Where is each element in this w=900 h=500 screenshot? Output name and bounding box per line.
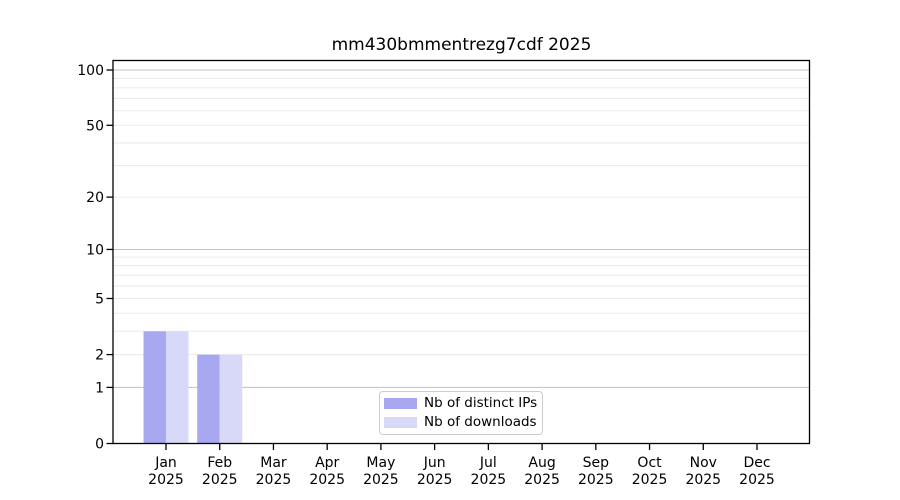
x-tick-label-year: 2025 bbox=[417, 472, 453, 488]
x-tick-label-month: Sep bbox=[583, 455, 610, 471]
x-tick-label-year: 2025 bbox=[578, 472, 614, 488]
y-tick-label: 5 bbox=[95, 291, 104, 307]
legend-item-distinct-ips: Nb of distinct IPs bbox=[384, 395, 538, 413]
x-tick-label-year: 2025 bbox=[632, 472, 668, 488]
legend: Nb of distinct IPs Nb of downloads bbox=[379, 391, 543, 435]
x-tick-label-year: 2025 bbox=[471, 472, 507, 488]
y-tick-label: 1 bbox=[95, 380, 104, 396]
plot-border bbox=[112, 59, 811, 445]
legend-swatch-downloads bbox=[384, 416, 417, 428]
x-tick-label-year: 2025 bbox=[309, 472, 345, 488]
x-tick-label-month: Dec bbox=[743, 455, 770, 471]
bar-distinct-ips-feb-2025 bbox=[197, 354, 220, 444]
legend-swatch-distinct-ips bbox=[384, 398, 417, 410]
x-tick-label-month: Mar bbox=[260, 455, 287, 471]
legend-label-distinct-ips: Nb of distinct IPs bbox=[424, 394, 538, 411]
x-tick-label-month: Jul bbox=[479, 455, 497, 471]
chart-title: mm430bmmentrezg7cdf 2025 bbox=[331, 35, 592, 55]
y-tick-label: 50 bbox=[86, 118, 104, 134]
x-tick-label-month: Jan bbox=[154, 455, 177, 471]
legend-label-downloads: Nb of downloads bbox=[424, 413, 537, 430]
x-tick-label-year: 2025 bbox=[256, 472, 292, 488]
x-tick-label-year: 2025 bbox=[524, 472, 560, 488]
y-tick-label: 100 bbox=[77, 63, 104, 79]
x-tick-label-month: Nov bbox=[690, 455, 717, 471]
x-tick-label-month: Feb bbox=[207, 455, 232, 471]
x-tick-label-month: May bbox=[366, 455, 395, 471]
legend-item-downloads: Nb of downloads bbox=[384, 413, 538, 431]
y-tick-label: 10 bbox=[86, 242, 104, 258]
bar-distinct-ips-jan-2025 bbox=[143, 331, 166, 444]
x-tick-label-month: Aug bbox=[528, 455, 555, 471]
bar-downloads-feb-2025 bbox=[219, 354, 243, 444]
y-tick-label: 2 bbox=[95, 348, 104, 364]
bar-downloads-jan-2025 bbox=[166, 331, 189, 444]
x-tick-label-year: 2025 bbox=[685, 472, 721, 488]
x-tick-label-month: Jun bbox=[423, 455, 446, 471]
x-tick-label-year: 2025 bbox=[739, 472, 775, 488]
x-tick-label-year: 2025 bbox=[202, 472, 238, 488]
x-tick-label-year: 2025 bbox=[148, 472, 184, 488]
y-tick-label: 0 bbox=[95, 437, 104, 453]
y-tick-label: 20 bbox=[86, 190, 104, 206]
x-tick-label-month: Apr bbox=[315, 455, 339, 471]
x-tick-label-year: 2025 bbox=[363, 472, 399, 488]
x-tick-label-month: Oct bbox=[637, 455, 662, 471]
